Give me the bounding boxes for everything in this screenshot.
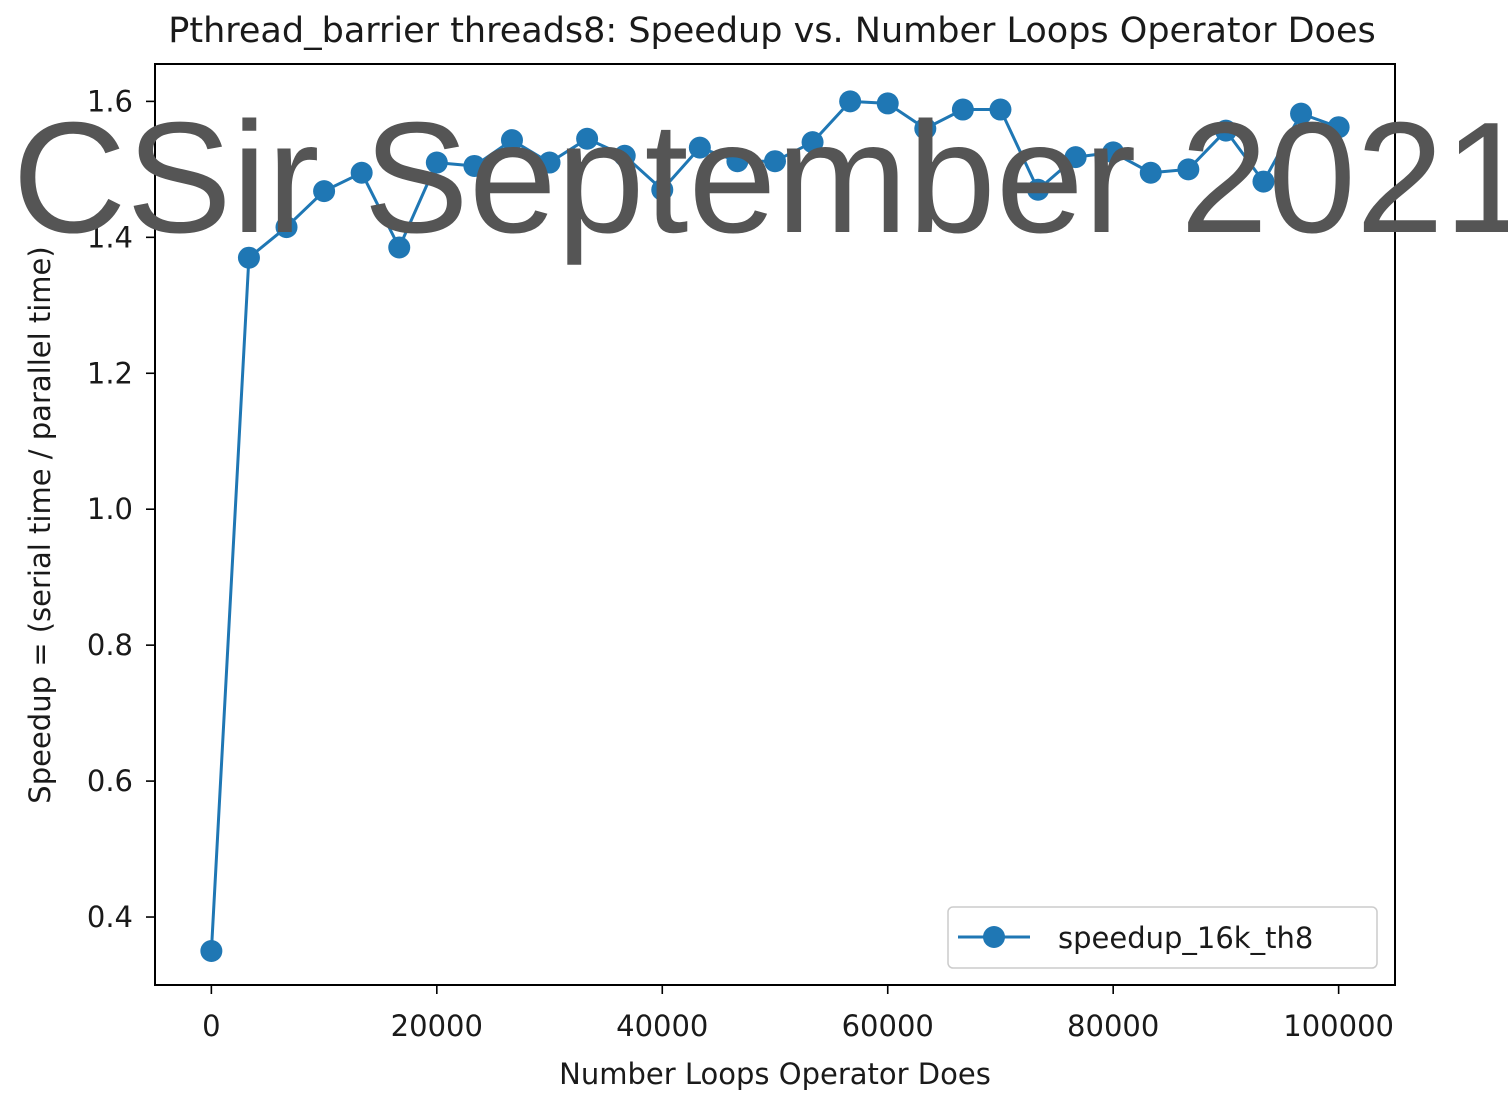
legend-series-label: speedup_16k_th8 (1058, 921, 1313, 955)
data-point (313, 180, 336, 203)
data-point (388, 236, 411, 259)
legend-series-marker (983, 926, 1005, 948)
data-point (350, 161, 373, 184)
y-axis-label: Speedup = (serial time / parallel time) (23, 246, 57, 803)
watermark-text: CSir September 2021 (12, 90, 1508, 266)
data-point (839, 90, 862, 113)
legend-box (947, 906, 1378, 969)
data-point (1064, 146, 1087, 169)
data-point (237, 246, 260, 269)
x-tick-label: 60000 (842, 1009, 934, 1043)
data-point (726, 150, 749, 173)
data-point (538, 151, 561, 174)
data-point (425, 151, 448, 174)
data-point (1327, 116, 1350, 139)
data-point (275, 216, 298, 239)
data-point (951, 98, 974, 121)
x-axis-label: Number Loops Operator Does (559, 1057, 991, 1091)
x-axis-ticks: 0 20000 40000 60000 80000 100000 (202, 985, 1394, 1043)
y-tick-label: 1.6 (87, 84, 133, 118)
data-point (200, 940, 223, 963)
data-point (876, 92, 899, 115)
chart-title: Pthread_barrier threads8: Speedup vs. Nu… (168, 11, 1375, 51)
x-tick-label: 20000 (391, 1009, 483, 1043)
data-point (688, 136, 711, 159)
data-point (764, 150, 786, 173)
data-point (1290, 102, 1313, 125)
data-point (651, 178, 674, 201)
plot-area-frame (154, 63, 1396, 986)
x-tick-label: 0 (202, 1009, 220, 1043)
data-point (613, 144, 636, 167)
data-point (1252, 170, 1275, 193)
data-point (576, 127, 599, 150)
y-tick-label: 0.6 (87, 764, 133, 798)
data-point (914, 117, 937, 140)
y-tick-label: 1.2 (87, 356, 133, 390)
x-tick-label: 100000 (1283, 1009, 1394, 1043)
x-tick-label: 40000 (616, 1009, 708, 1043)
legend: speedup_16k_th8 (947, 906, 1378, 969)
y-tick-label: 1.0 (87, 492, 133, 526)
data-point (1027, 178, 1050, 201)
y-tick-label: 0.8 (87, 628, 133, 662)
data-point (500, 129, 523, 152)
data-point (1139, 161, 1162, 184)
data-point (1214, 119, 1237, 142)
x-tick-label: 80000 (1067, 1009, 1159, 1043)
data-point (801, 131, 824, 154)
data-point (463, 154, 486, 177)
data-point (1102, 141, 1125, 164)
y-tick-label: 0.4 (87, 900, 133, 934)
y-axis-ticks: 0.4 0.6 0.8 1.0 1.2 1.4 1.6 (87, 84, 155, 934)
series-layer (200, 90, 1350, 963)
data-point (1177, 158, 1200, 181)
y-tick-label: 1.4 (87, 220, 133, 254)
data-point (989, 98, 1012, 121)
